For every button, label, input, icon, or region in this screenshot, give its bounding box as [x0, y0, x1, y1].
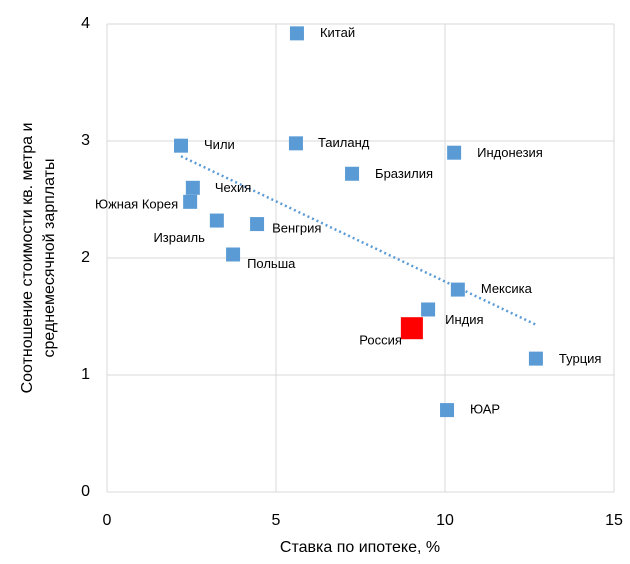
trendline [180, 155, 537, 326]
y-tick-label: 4 [81, 15, 90, 32]
point [209, 213, 224, 228]
point-label: Китай [320, 25, 355, 40]
x-tick-label: 0 [103, 512, 112, 529]
point [174, 138, 189, 153]
point-label: Индия [445, 312, 483, 327]
y-tick-label: 2 [81, 249, 90, 266]
point-label: Мексика [481, 281, 533, 296]
point [421, 302, 436, 317]
point-label: Южная Корея [95, 196, 178, 211]
x-tick-label: 5 [272, 512, 281, 529]
point [450, 282, 465, 297]
point [185, 180, 200, 195]
point-label: Россия [359, 333, 402, 348]
x-tick-label: 10 [436, 512, 454, 529]
y-tick-label: 3 [81, 132, 90, 149]
point-label: Чехия [215, 180, 251, 195]
point [288, 136, 303, 151]
point-label: Бразилия [375, 166, 433, 181]
point [250, 217, 265, 232]
y-axis-title-group: Соотношение стоимости кв. метра и средне… [19, 123, 58, 394]
point-label: Турция [559, 351, 602, 366]
point [400, 317, 423, 340]
point-label: Индонезия [477, 145, 543, 160]
point [440, 403, 455, 418]
y-tick-label: 0 [81, 483, 90, 500]
point [289, 26, 304, 41]
point-label: Венгрия [272, 221, 321, 236]
y-axis-title: Соотношение стоимости кв. метра и [19, 123, 36, 394]
point-label: Польша [247, 256, 296, 271]
point [226, 247, 241, 262]
x-tick-label: 15 [605, 512, 623, 529]
point-label: ЮАР [470, 402, 500, 417]
point [528, 351, 543, 366]
y-tick-label: 1 [81, 366, 90, 383]
point-label: Таиланд [318, 135, 370, 150]
point [447, 145, 462, 160]
y-axis-title: среднемесячной зарплаты [41, 158, 58, 357]
point-label: Израиль [153, 230, 205, 245]
point-label: Чили [204, 137, 235, 152]
point [183, 194, 198, 209]
point [345, 166, 360, 181]
x-axis-title: Ставка по ипотеке, % [280, 539, 440, 556]
